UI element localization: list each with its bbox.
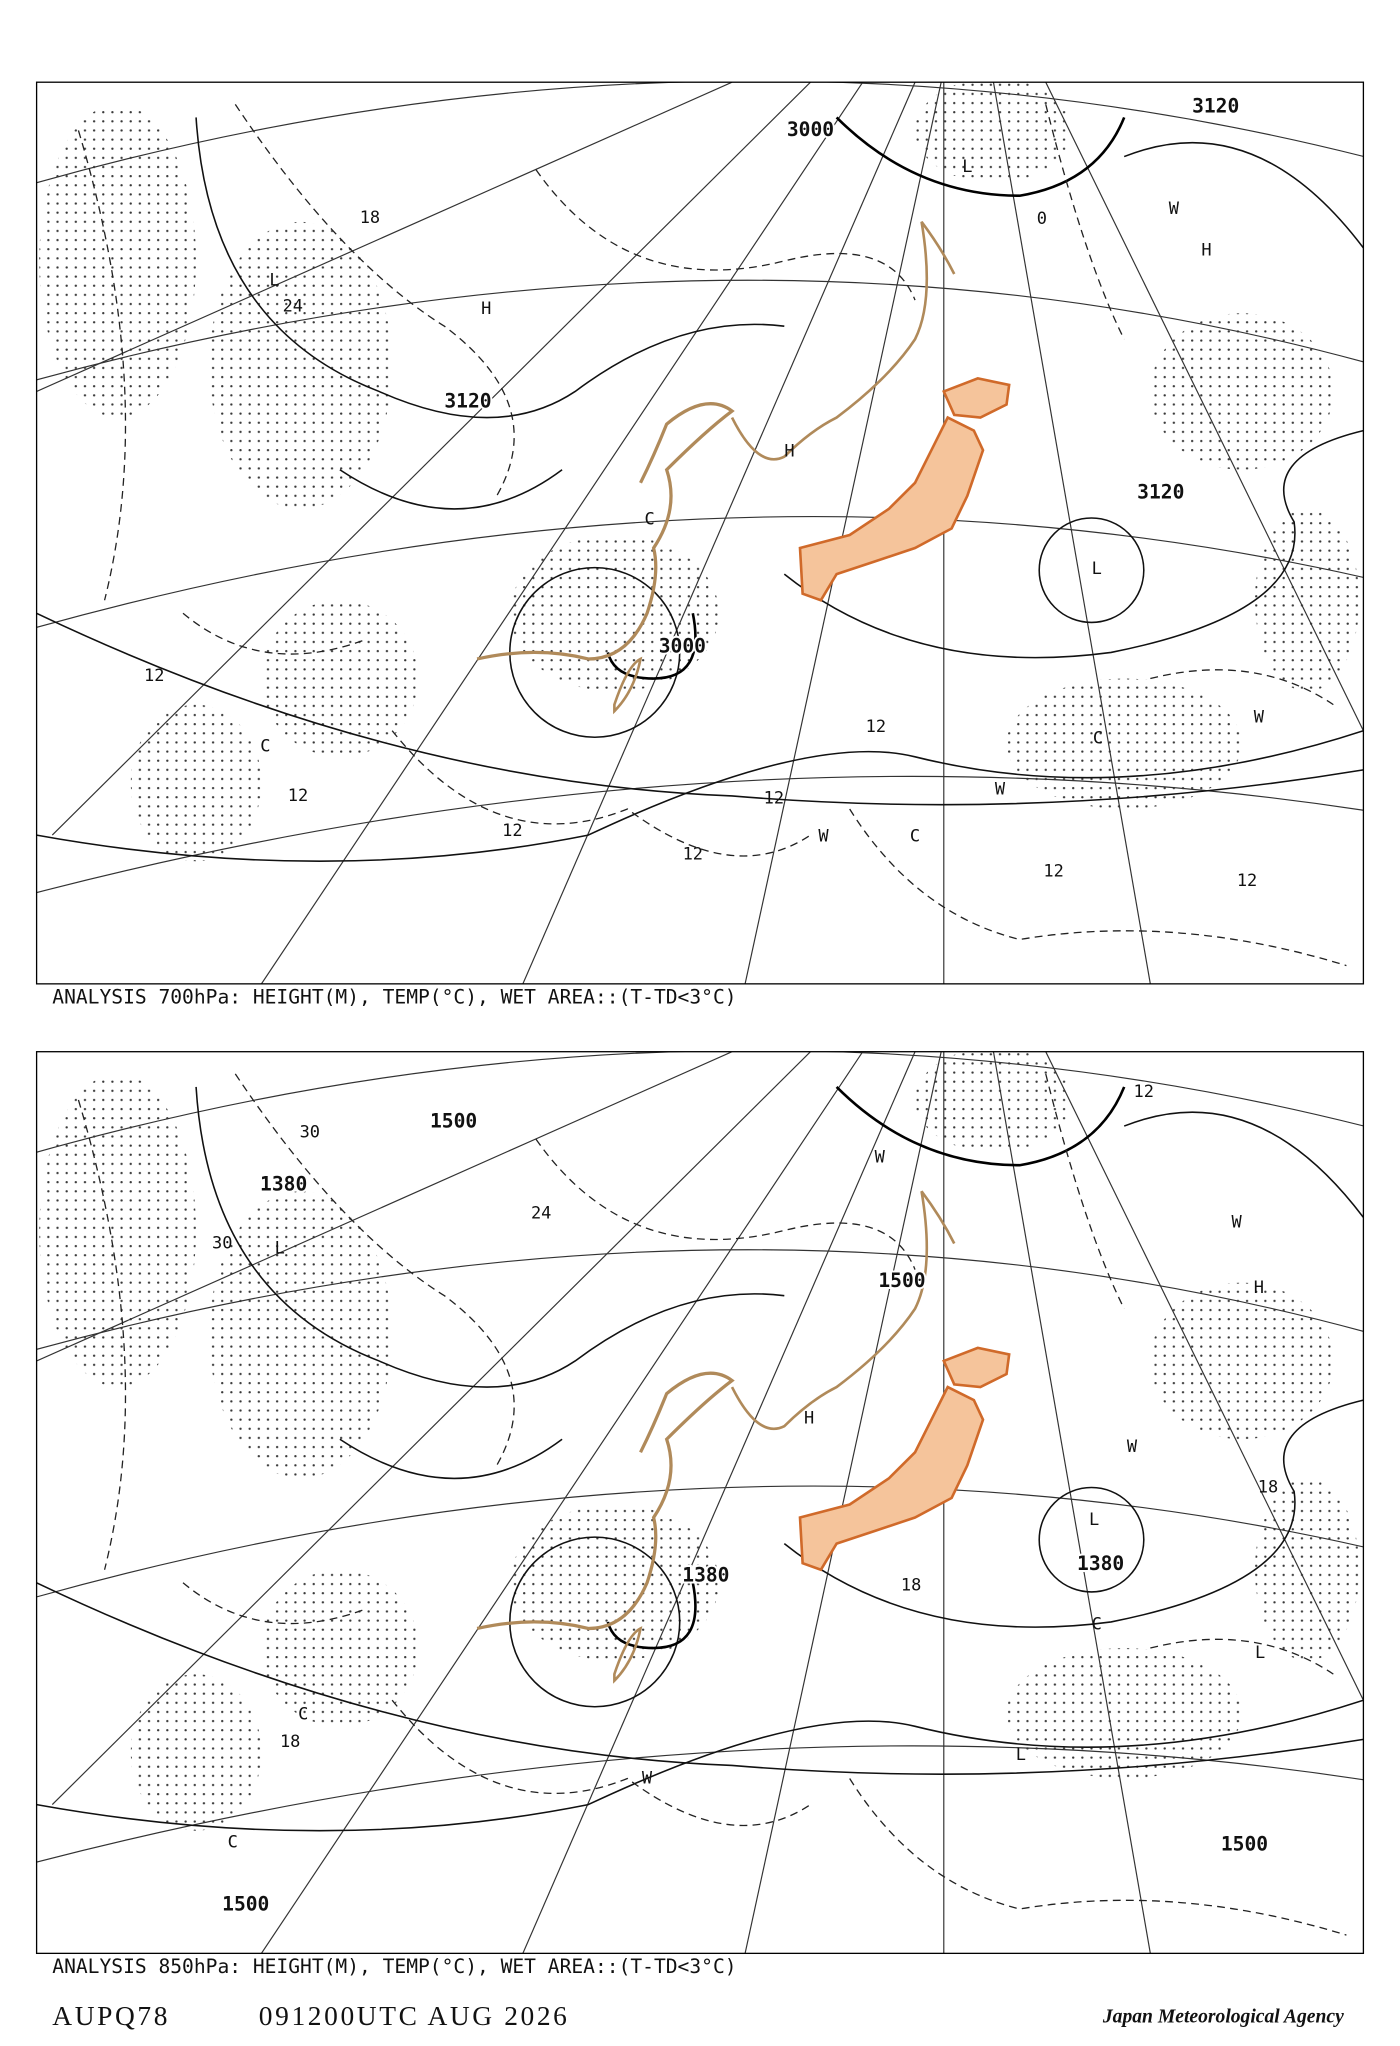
contour-label: 12: [144, 666, 164, 686]
contour-label: 3000: [787, 118, 834, 141]
contour-label: C: [260, 736, 270, 756]
contour-label: 24: [531, 1204, 551, 1224]
contour-label: 1500: [878, 1269, 925, 1292]
contour-label: 18: [280, 1732, 300, 1752]
contour-label: H: [481, 299, 491, 319]
contour-label: 3000: [659, 635, 706, 658]
contour-label: W: [1127, 1437, 1138, 1457]
contour-label: W: [1231, 1213, 1242, 1233]
contour-label: 12: [1043, 862, 1063, 882]
contour-label: C: [228, 1832, 238, 1852]
contour-label: W: [818, 826, 829, 846]
contour-label: 1380: [1077, 1552, 1124, 1575]
contour-label: L: [269, 271, 279, 291]
contour-label: C: [1092, 1615, 1102, 1635]
contour-label: 1500: [430, 1110, 477, 1133]
contour-label: W: [995, 779, 1006, 799]
contour-label: 30: [300, 1123, 320, 1143]
contour-label: 1380: [682, 1564, 729, 1587]
contour-label: W: [1169, 199, 1180, 219]
agency: Japan Meteorological Agency: [1102, 2007, 1344, 2028]
product-code: AUPQ78: [52, 2001, 170, 2031]
contour-label: 3120: [444, 389, 491, 412]
contour-label: H: [1201, 241, 1211, 261]
contour-label: H: [804, 1408, 814, 1428]
contour-label: 12: [288, 786, 308, 806]
contour-label: 30: [212, 1234, 232, 1254]
panel-700: ANALYSIS 700hPa: HEIGHT(M), TEMP(°C), WE…: [0, 78, 1400, 1008]
contour-label: 18: [901, 1575, 921, 1595]
valid-time: 091200UTC AUG 2026: [259, 2001, 570, 2031]
contour-label: 1380: [260, 1172, 307, 1195]
contour-label: C: [298, 1705, 308, 1725]
contour-label: 12: [1237, 871, 1257, 891]
contour-label: H: [784, 441, 794, 461]
contour-label: H: [1254, 1278, 1264, 1298]
contour-label: 1500: [222, 1893, 269, 1916]
panel-850: ANALYSIS 850hPa: HEIGHT(M), TEMP(°C), WE…: [0, 1048, 1400, 1978]
contour-label: L: [1016, 1745, 1026, 1765]
contour-label: 12: [502, 821, 522, 841]
contour-label: L: [275, 1239, 285, 1259]
contour-label: 18: [360, 208, 380, 228]
caption: ANALYSIS 700hPa: HEIGHT(M), TEMP(°C), WE…: [52, 985, 736, 1008]
contour-label: L: [962, 157, 972, 177]
contour-label: 12: [764, 789, 784, 809]
contour-label: 1500: [1221, 1833, 1268, 1856]
contour-label: 24: [283, 297, 303, 317]
contour-label: 0: [1037, 209, 1047, 229]
contour-label: 18: [1258, 1478, 1278, 1498]
contour-label: C: [645, 509, 655, 529]
contour-label: 12: [683, 845, 703, 865]
contour-label: W: [1254, 708, 1265, 728]
contour-label: L: [1255, 1643, 1265, 1663]
contour-label: C: [910, 826, 920, 846]
contour-label: W: [875, 1147, 886, 1167]
contour-label: 3120: [1192, 95, 1239, 118]
contour-label: L: [1089, 1510, 1099, 1530]
contour-label: 12: [1134, 1082, 1154, 1102]
contour-label: C: [1093, 729, 1103, 749]
contour-label: 3120: [1137, 481, 1184, 504]
caption: ANALYSIS 850hPa: HEIGHT(M), TEMP(°C), WE…: [52, 1955, 736, 1978]
contour-label: W: [642, 1769, 653, 1789]
map-base: [0, 1048, 1400, 1954]
contour-label: 12: [866, 717, 886, 737]
contour-label: L: [1092, 559, 1102, 579]
